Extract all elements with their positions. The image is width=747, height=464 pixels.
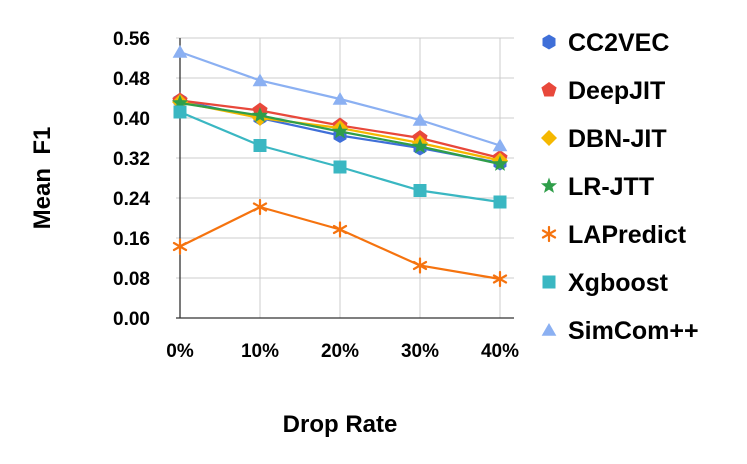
asterisk-stroke [172,241,188,252]
data-point-lapredict [412,257,428,274]
data-point-lapredict [492,270,508,288]
gridlines [176,37,514,318]
y-tick-label: 0.00 [113,309,150,330]
legend: CC2VEC DeepJIT DBN-JIT LR-JTT LAPredict Xgboo… [540,29,699,345]
legend-marker-dbn-jit [541,130,557,146]
data-point-simcom [252,73,268,87]
series-xgboost [173,105,507,209]
x-axis-title: Drop Rate [283,411,398,438]
legend-item-xgboost: Xgboost [542,269,669,297]
y-axis-title: Mean F1 [29,127,56,230]
legend-label: SimCom++ [568,317,699,345]
data-point-lapredict [172,238,188,255]
data-point-xgboost [493,195,507,209]
data-point-simcom [332,92,348,105]
legend-marker-lr-jtt [540,177,558,193]
data-point-lapredict [252,198,268,216]
x-tick-label: 40% [481,341,519,362]
legend-marker-lapredict [541,225,557,243]
series [171,45,509,288]
y-tick-label: 0.32 [113,149,150,170]
legend-label: DBN-JIT [568,125,667,153]
legend-item-lapredict: LAPredict [541,221,687,249]
y-tick-label: 0.40 [113,109,150,130]
axes [176,38,514,319]
tick-labels: 0.00 0.08 0.16 0.24 0.32 0.40 0.48 0.56 0% 10% 20%… [113,29,519,362]
data-point-xgboost [413,184,427,197]
asterisk-stroke [541,229,557,239]
y-tick-label: 0.48 [113,69,150,90]
asterisk-stroke [252,202,268,212]
data-point-xgboost [253,139,267,152]
asterisk-stroke [412,260,428,271]
data-point-lr-jtt [331,123,349,139]
legend-item-deepjit: DeepJIT [541,77,665,105]
legend-item-cc2vec: CC2VEC [542,29,669,57]
y-tick-label: 0.24 [113,189,150,210]
data-point-simcom [492,138,508,152]
legend-item-simcom: SimCom++ [541,317,699,345]
data-point-lr-jtt [491,155,509,171]
data-point-lr-jtt [411,138,429,154]
data-point-lr-jtt [251,107,269,123]
data-point-simcom [412,113,428,126]
legend-label: DeepJIT [568,77,665,105]
legend-label: LAPredict [568,221,687,249]
x-tick-label: 10% [241,341,279,362]
legend-label: CC2VEC [568,29,669,57]
series-lr-jtt [171,94,509,171]
x-tick-label: 0% [166,341,194,362]
x-tick-label: 30% [401,341,439,362]
legend-label: LR-JTT [568,173,654,201]
y-tick-label: 0.08 [113,269,150,290]
x-tick-label: 20% [321,341,359,362]
data-point-xgboost [173,105,187,119]
series-lapredict [172,198,508,288]
legend-label: Xgboost [568,269,669,297]
data-point-simcom [172,45,188,58]
asterisk-stroke [332,224,348,235]
legend-marker-simcom [541,323,557,336]
y-tick-label: 0.16 [113,229,150,250]
data-point-lr-jtt [171,94,189,110]
asterisk-stroke [492,274,508,284]
legend-item-dbn-jit: DBN-JIT [541,125,667,153]
y-tick-label: 0.56 [113,29,150,50]
data-point-xgboost [333,160,347,174]
legend-item-lr-jtt: LR-JTT [540,173,654,201]
legend-marker-cc2vec [542,34,556,50]
legend-marker-xgboost [542,275,556,289]
data-point-lapredict [332,221,348,238]
series-simcom [172,45,508,152]
legend-marker-deepjit [541,82,557,97]
